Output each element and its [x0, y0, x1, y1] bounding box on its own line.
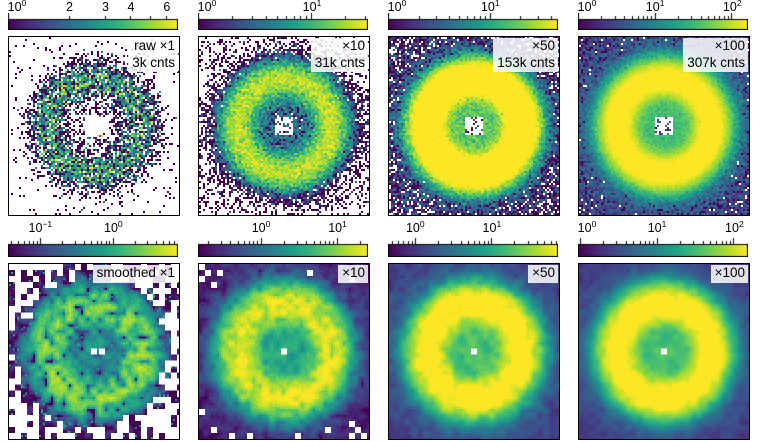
- panel-label: raw ×1 3k cnts: [128, 38, 178, 73]
- colorbar-raw-x10: [198, 13, 368, 30]
- panel-smoothed-x10: ×10: [198, 263, 370, 440]
- colorbar-tick-label: 101: [482, 218, 502, 235]
- panel-label-line: 31k cnts: [314, 54, 365, 70]
- colorbar-ticklabels-raw-x50: 100 101: [388, 0, 558, 14]
- colorbar-tick-label: 101: [302, 0, 322, 14]
- colorbar-tick-label: 10−1: [28, 218, 53, 235]
- colorbar-tick-label: 101: [328, 218, 347, 235]
- colorbar-smoothed-x10: [198, 236, 368, 257]
- colorbar-ticklabels-raw-x1: 100 2 3 4 6: [8, 0, 178, 14]
- colorbar-tick-label: 102: [722, 0, 742, 14]
- heatmap-image-smoothed-x1: [9, 264, 179, 439]
- panel-raw-x50: ×50 153k cnts: [388, 36, 560, 216]
- colorbar-tick-label: 4: [127, 0, 135, 14]
- panel-label: ×50 153k cnts: [493, 38, 558, 73]
- colorbar-tick-label: 100: [387, 0, 407, 14]
- panel-label-line: ×100: [714, 38, 745, 53]
- panel-label: ×50: [528, 265, 558, 283]
- colorbar-tick-label: 100: [7, 0, 27, 14]
- panel-label-line: ×50: [532, 265, 555, 280]
- colorbar-tick-label: 100: [405, 218, 425, 235]
- colorbar-tick-label: 101: [647, 218, 667, 235]
- panel-label: ×10 31k cnts: [310, 38, 368, 73]
- panel-label: ×100 307k cnts: [683, 38, 748, 73]
- panel-raw-x1: raw ×1 3k cnts: [8, 36, 180, 216]
- colorbar-tick-label: 100: [197, 0, 217, 14]
- panel-label-line: ×50: [532, 38, 555, 53]
- colorbar-tick-label: 2: [65, 0, 73, 14]
- panel-smoothed-x1: smoothed ×1: [8, 263, 180, 440]
- colorbar-tick-label: 101: [645, 0, 665, 14]
- colorbar-raw-x1: [8, 13, 178, 30]
- colorbar-ticklabels-smoothed-x100: 100 101 102: [577, 218, 748, 235]
- heatmap-image-smoothed-x50: [389, 264, 559, 439]
- colorbar-ticklabels-smoothed-x10: 100 101: [198, 218, 368, 235]
- panel-smoothed-x50: ×50: [388, 263, 560, 440]
- colorbar-ticklabels-smoothed-x50: 100 101: [388, 218, 558, 235]
- panel-label-line: ×10: [342, 265, 365, 280]
- colorbar-tick-label: 3: [101, 0, 109, 14]
- colorbar-tick-label: 102: [725, 218, 744, 235]
- colorbar-tick-label: 100: [103, 218, 123, 235]
- colorbar-ticklabels-smoothed-x1: 10−1 100: [8, 218, 178, 235]
- colorbar-raw-x100: [578, 13, 748, 30]
- panel-raw-x10: ×10 31k cnts: [198, 36, 370, 216]
- panel-smoothed-x100: ×100: [578, 263, 750, 440]
- panel-label: ×100: [710, 265, 748, 283]
- panel-label-line: 3k cnts: [132, 54, 175, 70]
- colorbar-ticklabels-raw-x10: 100 101: [198, 0, 368, 14]
- colorbar-tick-label: 100: [251, 218, 271, 235]
- panel-label-line: ×100: [714, 265, 745, 280]
- panel-raw-x100: ×100 307k cnts: [578, 36, 750, 216]
- panel-label-line: ×10: [342, 38, 365, 53]
- colorbar-smoothed-x100: [578, 236, 748, 257]
- panel-label-line: 307k cnts: [687, 54, 745, 70]
- colorbar-raw-x50: [388, 13, 558, 30]
- panel-label: smoothed ×1: [92, 265, 178, 283]
- colorbar-tick-label: 100: [577, 0, 597, 14]
- panel-label-line: raw ×1: [134, 38, 175, 53]
- colorbar-tick-label: 101: [480, 0, 500, 14]
- colorbar-tick-label: 100: [577, 218, 597, 235]
- heatmap-image-smoothed-x100: [579, 264, 749, 439]
- panel-label-line: smoothed ×1: [96, 265, 175, 280]
- colorbar-ticklabels-raw-x100: 100 101 102: [578, 0, 748, 14]
- colorbar-tick-label: 6: [163, 0, 171, 14]
- panel-label: ×10: [338, 265, 368, 283]
- heatmap-image-smoothed-x10: [199, 264, 369, 439]
- colorbar-smoothed-x50: [388, 236, 558, 257]
- colorbar-smoothed-x1: [8, 236, 178, 257]
- panel-label-line: 153k cnts: [497, 54, 555, 70]
